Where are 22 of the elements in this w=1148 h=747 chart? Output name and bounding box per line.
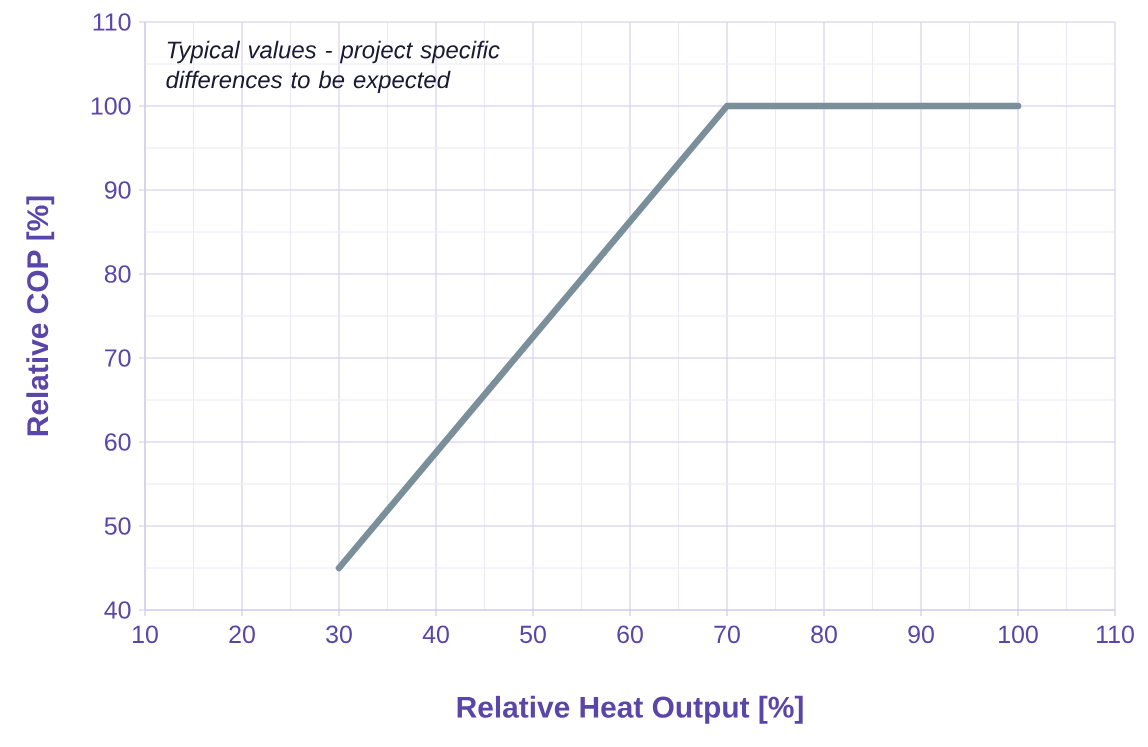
- x-tick-label: 110: [1097, 625, 1134, 644]
- x-tick-label: 60: [617, 625, 643, 644]
- x-tick-label: 80: [811, 625, 837, 644]
- x-tick-label: 20: [229, 625, 255, 644]
- y-tick-label: 60: [105, 433, 131, 451]
- y-tick-label: 110: [93, 13, 131, 31]
- y-tick-label: 40: [104, 601, 131, 619]
- y-axis-title: Relative COP [%]: [26, 196, 55, 436]
- y-tick-label: 80: [104, 265, 131, 283]
- y-tick-label: 100: [91, 97, 131, 115]
- annotation: Typical values - project specific differences to be expected: [166, 40, 500, 94]
- x-tick-label: 40: [422, 625, 449, 644]
- y-tick-label: 90: [104, 181, 131, 199]
- x-axis-title: Relative Heat Output [%]: [457, 695, 803, 724]
- y-tick-label: 50: [104, 517, 131, 535]
- x-tick-label: 30: [326, 625, 352, 644]
- x-tick-label: 70: [714, 625, 740, 644]
- x-tick-label: 100: [999, 625, 1038, 644]
- x-tick-label: 50: [520, 625, 546, 644]
- x-tick-label: 10: [133, 625, 158, 644]
- x-tick-label: 90: [908, 625, 934, 644]
- y-tick-label: 70: [105, 349, 131, 367]
